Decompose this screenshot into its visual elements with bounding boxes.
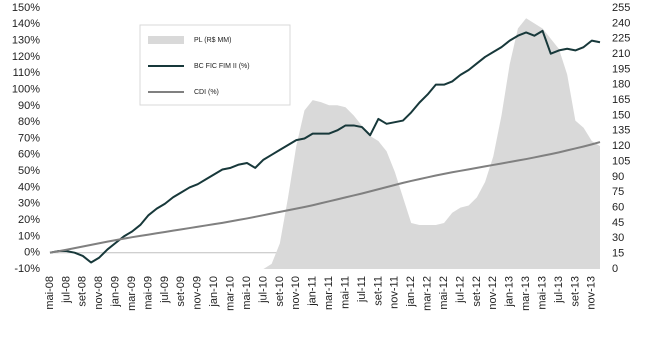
x-tick-label: set-12 <box>471 276 483 307</box>
line <box>49 141 601 254</box>
y2-tick-label: 30 <box>612 232 624 244</box>
y-tick-label: 0% <box>24 247 40 259</box>
x-tick-label: nov-13 <box>586 276 598 310</box>
x-tick-label: nov-10 <box>290 276 302 310</box>
x-tick-label: set-13 <box>569 276 581 307</box>
x-tick-label: set-10 <box>274 276 286 307</box>
y-tick-label: 40% <box>18 181 40 193</box>
x-tick-label: mai-11 <box>339 276 351 309</box>
x-tick-label: jan-12 <box>405 276 417 308</box>
x-tick-label: set-11 <box>372 276 384 306</box>
y2-tick-label: 150 <box>612 109 630 121</box>
y-tick-label: 100% <box>12 83 40 95</box>
y-tick-label: 20% <box>18 214 40 226</box>
y2-tick-label: 60 <box>612 201 624 213</box>
x-tick-label: jan-10 <box>208 276 220 308</box>
x-tick-label: mar-12 <box>422 276 434 311</box>
x-tick-label: jul-10 <box>257 276 269 304</box>
x-tick-label: nov-08 <box>93 276 105 310</box>
x-tick-label: jan-09 <box>110 276 122 308</box>
y-tick-label: 110% <box>13 67 41 79</box>
legend-label: BC FIC FIM II (%) <box>194 63 250 70</box>
legend-label: CDI (%) <box>194 89 219 96</box>
x-tick-label: set-08 <box>77 276 89 307</box>
y-tick-label: 80% <box>18 116 40 128</box>
y2-tick-label: 15 <box>612 248 624 260</box>
x-tick-label: mai-08 <box>44 276 56 310</box>
x-tick-label: mai-12 <box>438 276 450 310</box>
y-tick-label: 150% <box>12 2 40 14</box>
y2-tick-label: 210 <box>612 48 630 60</box>
x-tick-label: mar-13 <box>520 276 532 311</box>
x-tick-label: jan-13 <box>504 276 516 308</box>
x-tick-label: mai-09 <box>142 276 154 310</box>
y-tick-label: 60% <box>18 149 40 161</box>
y-tick-label: 50% <box>18 165 40 177</box>
x-tick-label: mar-11 <box>323 276 335 310</box>
y2-tick-label: 255 <box>612 2 630 14</box>
y-tick-label: 30% <box>18 198 40 210</box>
x-tick-label: nov-09 <box>192 276 204 310</box>
x-tick-label: nov-12 <box>487 276 499 310</box>
x-tick-label: mar-09 <box>126 276 138 311</box>
legend-swatch <box>148 36 184 44</box>
y-tick-label: 130% <box>12 35 40 47</box>
x-tick-label: jul-13 <box>553 276 565 304</box>
x-tick-label: jan-11 <box>307 276 319 307</box>
y2-tick-label: 45 <box>612 217 624 229</box>
y2-tick-label: 0 <box>612 263 618 275</box>
legend-label: PL (R$ MM) <box>194 37 231 44</box>
y2-tick-label: 90 <box>612 171 624 183</box>
y-tick-label: 140% <box>12 18 40 30</box>
x-tick-label: set-09 <box>175 276 187 307</box>
x-tick-label: jul-12 <box>454 276 466 304</box>
y2-tick-label: 180 <box>612 79 630 91</box>
x-tick-label: mai-10 <box>241 276 253 310</box>
line <box>49 29 601 264</box>
y2-tick-label: 135 <box>612 125 630 137</box>
y-tick-label: 10% <box>18 230 40 242</box>
y-tick-label: -10% <box>14 263 40 275</box>
y2-tick-label: 120 <box>612 140 630 152</box>
y2-tick-label: 225 <box>612 33 630 45</box>
x-tick-label: jul-11 <box>356 276 368 303</box>
x-tick-label: mar-10 <box>225 276 237 311</box>
y2-tick-label: 240 <box>612 17 630 29</box>
y-tick-label: 90% <box>18 100 40 112</box>
x-tick-label: jul-08 <box>60 276 72 304</box>
y2-tick-label: 165 <box>612 94 630 106</box>
x-tick-label: nov-11 <box>389 276 401 309</box>
y-tick-label: 120% <box>12 51 40 63</box>
y-tick-label: 70% <box>18 132 40 144</box>
x-tick-label: mai-13 <box>536 276 548 310</box>
area <box>50 18 600 270</box>
y2-tick-label: 75 <box>612 186 624 198</box>
x-tick-label: jul-09 <box>159 276 171 304</box>
y2-tick-label: 105 <box>612 155 630 167</box>
y2-tick-label: 195 <box>612 63 630 75</box>
